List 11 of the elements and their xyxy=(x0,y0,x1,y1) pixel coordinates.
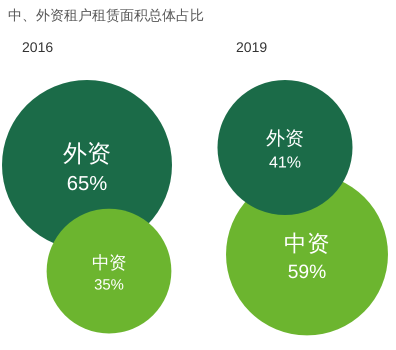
category-label: 外资 xyxy=(266,128,304,150)
text: 2019 xyxy=(236,39,268,55)
data-label: 65% xyxy=(66,172,108,195)
category-label: 外资 xyxy=(63,140,111,168)
category-label: 中资 xyxy=(92,252,126,272)
text: 2016 xyxy=(22,39,54,55)
text: 中、外资租户租赁面积总体占比 xyxy=(8,7,204,23)
data-label: 59% xyxy=(288,262,326,284)
data-label: 41% xyxy=(268,153,302,172)
category-label: 中资 xyxy=(284,230,330,256)
data-label: 35% xyxy=(94,277,124,294)
